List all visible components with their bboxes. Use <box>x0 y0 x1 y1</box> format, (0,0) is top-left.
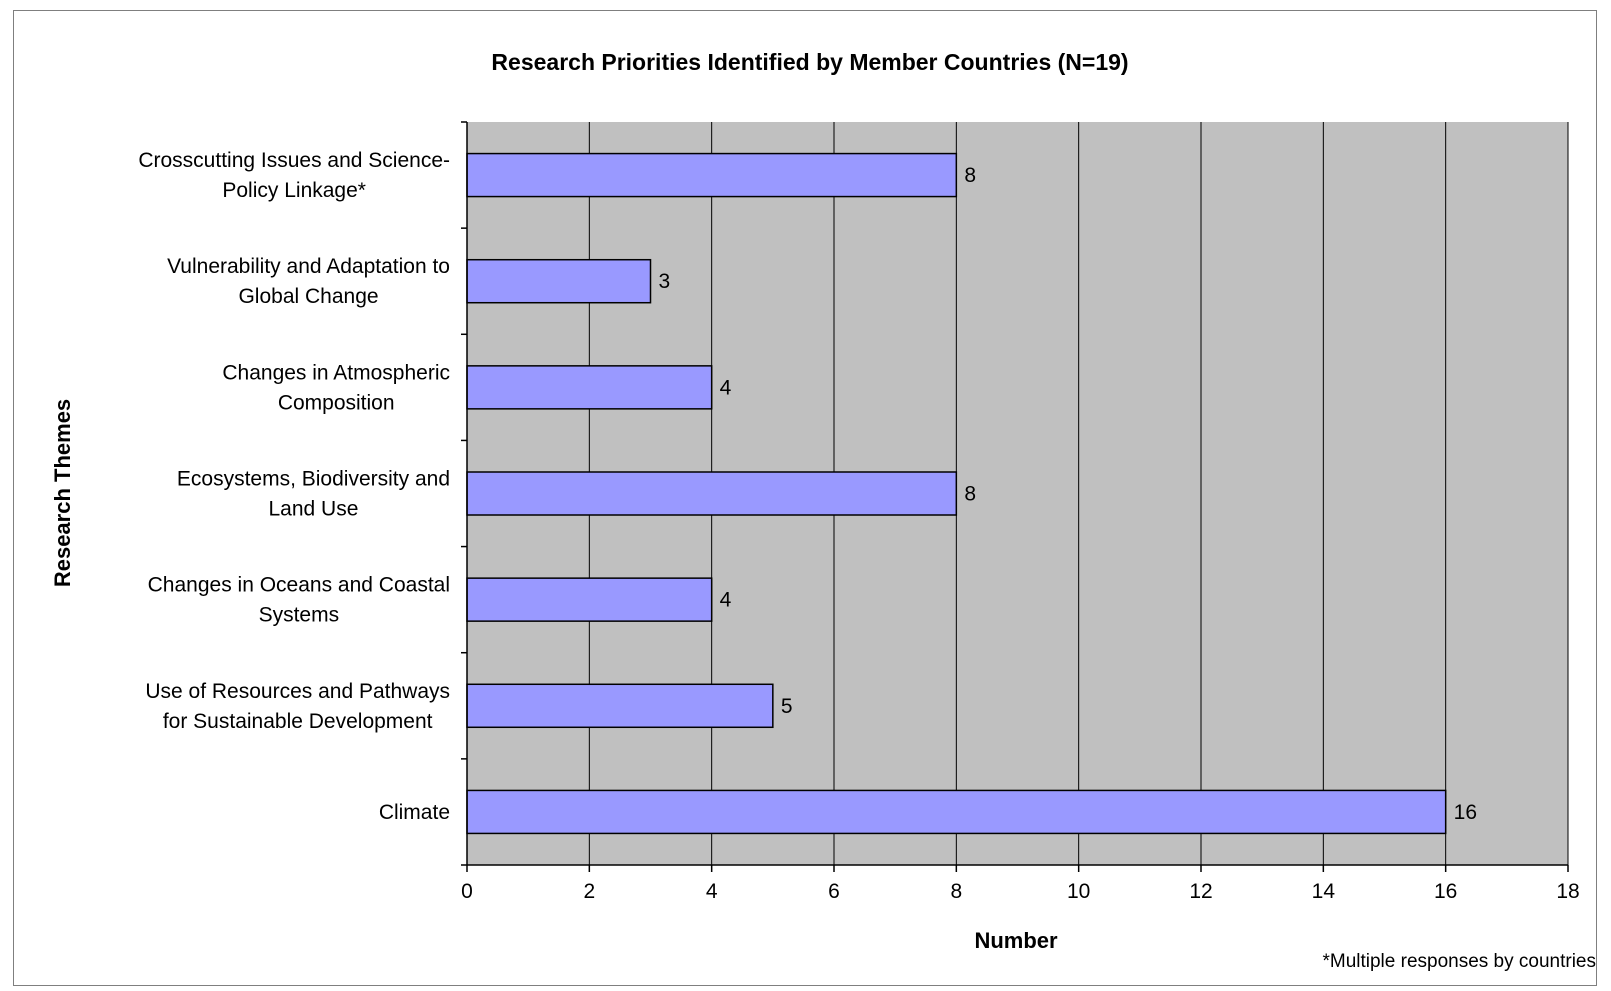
x-tick-label: 6 <box>828 880 840 903</box>
category-label: Ecosystems, Biodiversity and Land Use <box>177 468 450 521</box>
x-tick-labels: 0 2 4 6 8 10 12 14 16 18 <box>461 880 1580 903</box>
bar <box>466 683 774 729</box>
category-label: Use of Resources and Pathways for Sustain… <box>145 680 450 733</box>
x-tick-label: 8 <box>950 880 962 903</box>
bar <box>466 471 958 516</box>
x-tick-label: 16 <box>1434 880 1457 903</box>
data-label: 8 <box>964 483 976 506</box>
x-tick-label: 10 <box>1067 880 1090 903</box>
category-label-line: Composition <box>278 391 395 414</box>
category-label-line: Vulnerability and Adaptation to <box>167 255 450 278</box>
footnote: *Multiple responses by countries <box>1322 951 1596 972</box>
category-label-line: Use of Resources and Pathways <box>145 680 450 703</box>
category-label-line: Climate <box>379 801 450 824</box>
category-label-line: Systems <box>259 604 340 627</box>
y-axis-title: Research Themes <box>50 399 75 587</box>
x-tick-label: 12 <box>1189 880 1212 903</box>
x-tick-label: 0 <box>461 880 473 903</box>
data-label: 4 <box>720 589 732 612</box>
data-labels: 8 3 4 8 4 5 16 <box>659 164 1478 824</box>
x-tick-label: 18 <box>1556 880 1579 903</box>
chart-title: Research Priorities Identified by Member… <box>491 49 1128 75</box>
category-label-line: for Sustainable Development <box>163 710 433 733</box>
category-label-line: Policy Linkage* <box>222 179 366 202</box>
category-label-line: Land Use <box>268 498 358 521</box>
category-label: Climate <box>379 801 450 824</box>
category-labels: Crosscutting Issues and Science- Policy L… <box>138 149 450 824</box>
bar <box>466 365 713 410</box>
x-tick-label: 2 <box>583 880 595 903</box>
category-label-line: Changes in Atmospheric <box>222 361 450 384</box>
bar <box>466 258 652 304</box>
category-label: Changes in Atmospheric Composition <box>222 361 450 414</box>
data-label: 5 <box>781 695 793 718</box>
category-label-line: Changes in Oceans and Coastal <box>148 574 450 597</box>
axes <box>461 121 1569 872</box>
category-label: Crosscutting Issues and Science- Policy L… <box>138 149 450 202</box>
x-axis-title: Number <box>974 928 1058 953</box>
bar <box>466 789 1447 835</box>
category-label-line: Global Change <box>238 285 378 308</box>
bar <box>466 577 713 622</box>
data-label: 3 <box>659 270 671 293</box>
category-label: Vulnerability and Adaptation to Global Ch… <box>167 255 450 308</box>
category-label: Changes in Oceans and Coastal Systems <box>148 574 450 627</box>
data-label: 8 <box>964 164 976 187</box>
x-tick-label: 4 <box>706 880 718 903</box>
bar <box>466 152 958 198</box>
data-label: 16 <box>1454 801 1477 824</box>
data-label: 4 <box>720 376 732 399</box>
x-tick-label: 14 <box>1312 880 1336 903</box>
bars <box>466 152 1447 835</box>
category-label-line: Ecosystems, Biodiversity and <box>177 468 450 491</box>
category-label-line: Crosscutting Issues and Science- <box>138 149 450 172</box>
